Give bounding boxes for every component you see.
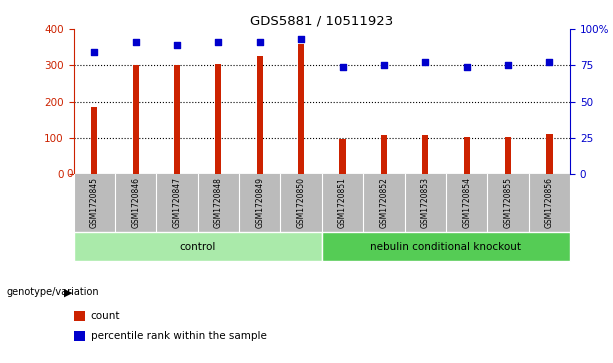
Text: GSM1720855: GSM1720855	[503, 177, 512, 228]
Text: GSM1720856: GSM1720856	[545, 177, 554, 228]
Bar	[174, 65, 180, 174]
Text: GSM1720852: GSM1720852	[379, 177, 389, 228]
Text: 0: 0	[66, 169, 73, 179]
Point	[89, 49, 99, 55]
Text: nebulin conditional knockout: nebulin conditional knockout	[370, 242, 522, 252]
Bar	[546, 134, 552, 174]
Text: count: count	[91, 311, 120, 321]
Point	[213, 39, 223, 45]
Text: GSM1720853: GSM1720853	[421, 177, 430, 228]
Point	[172, 42, 182, 48]
Point	[131, 39, 140, 45]
Point	[296, 36, 306, 42]
Bar	[298, 44, 304, 174]
Bar	[340, 139, 346, 174]
Point	[338, 64, 348, 70]
Text: GSM1720847: GSM1720847	[172, 177, 181, 228]
Point	[503, 62, 513, 68]
Text: GSM1720845: GSM1720845	[89, 177, 99, 228]
Text: ▶: ▶	[64, 287, 73, 297]
Text: percentile rank within the sample: percentile rank within the sample	[91, 331, 267, 341]
Text: GSM1720846: GSM1720846	[131, 177, 140, 228]
Title: GDS5881 / 10511923: GDS5881 / 10511923	[250, 15, 394, 28]
Text: GSM1720850: GSM1720850	[297, 177, 306, 228]
Point	[462, 64, 471, 70]
Bar	[463, 137, 470, 174]
Bar	[132, 65, 139, 174]
Bar	[422, 135, 428, 174]
Bar	[215, 64, 221, 174]
Bar	[74, 232, 322, 261]
Text: GSM1720848: GSM1720848	[214, 177, 223, 228]
Text: GSM1720854: GSM1720854	[462, 177, 471, 228]
Text: genotype/variation: genotype/variation	[6, 287, 99, 297]
Bar	[257, 56, 263, 174]
Bar	[322, 232, 570, 261]
Point	[255, 39, 265, 45]
Point	[379, 62, 389, 68]
Text: GSM1720851: GSM1720851	[338, 177, 347, 228]
Bar	[505, 137, 511, 174]
Bar	[381, 135, 387, 174]
Point	[421, 60, 430, 65]
Text: control: control	[180, 242, 216, 252]
Text: GSM1720849: GSM1720849	[255, 177, 264, 228]
Point	[544, 60, 554, 65]
Bar	[91, 107, 97, 174]
